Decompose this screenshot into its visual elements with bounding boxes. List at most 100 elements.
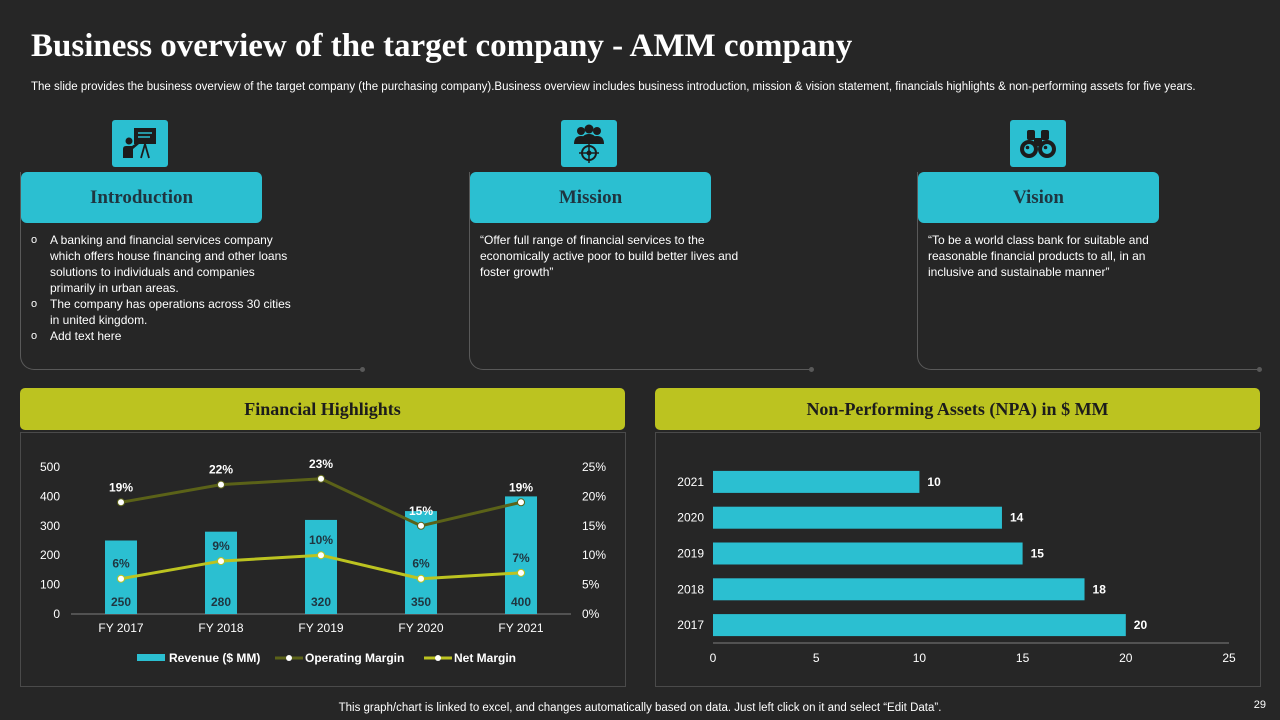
revenue-bar [205, 531, 237, 614]
net-margin-point [117, 574, 125, 583]
legend-net-margin-marker [435, 655, 441, 661]
x-tick-label: FY 2017 [98, 621, 143, 635]
financial-highlights-band: Financial Highlights [20, 388, 625, 430]
introduction-body: A banking and financial services company… [31, 232, 293, 344]
x-tick-label: FY 2018 [198, 621, 243, 635]
y-tick-label: 0 [53, 607, 60, 621]
y2-tick-label: 5% [582, 578, 600, 592]
npa-bar-label: 10 [927, 475, 941, 489]
y2-tick-label: 25% [582, 460, 606, 474]
operating-margin-point [517, 498, 525, 507]
vision-card: Vision “To be a world class bank for sui… [917, 172, 1262, 372]
y-tick-label: 200 [40, 548, 60, 562]
npa-bar [713, 578, 1085, 601]
x-tick-label: 25 [1222, 651, 1236, 665]
npa-bar-label: 18 [1093, 582, 1107, 596]
y-tick-label: 2019 [677, 547, 704, 561]
presentation-icon [112, 120, 168, 167]
page-title: Business overview of the target company … [31, 28, 853, 64]
introduction-card: Introduction A banking and financial ser… [20, 172, 365, 372]
operating-margin-point [217, 480, 225, 489]
npa-bar-label: 15 [1031, 547, 1045, 561]
binoculars-icon [1010, 120, 1066, 167]
y-tick-label: 500 [40, 460, 60, 474]
card-divider-dot [1257, 367, 1262, 372]
y-tick-label: 2018 [677, 582, 704, 596]
npa-bar-label: 14 [1010, 511, 1024, 525]
npa-chart[interactable]: 0 5 10 15 20 25 2021 10 2020 14 2019 15 2018 18 2017 20 [656, 433, 1262, 688]
y-tick-label: 400 [40, 489, 60, 503]
footer-note: This graph/chart is linked to excel, and… [338, 702, 942, 714]
y2-tick-label: 20% [582, 489, 606, 503]
net-margin-label: 7% [512, 551, 530, 565]
npa-bar [713, 542, 1023, 565]
x-tick-label: 0 [710, 651, 717, 665]
npa-bar-label: 20 [1134, 618, 1148, 632]
npa-bar [713, 614, 1126, 637]
legend-revenue-label: Revenue ($ MM) [169, 651, 260, 665]
net-margin-label: 9% [212, 539, 230, 553]
x-tick-label: 15 [1016, 651, 1030, 665]
net-margin-point [217, 557, 225, 566]
revenue-bar-label: 320 [311, 595, 331, 609]
operating-margin-point [417, 521, 425, 530]
introduction-bullet: A banking and financial services company… [31, 232, 293, 296]
y-tick-label: 300 [40, 519, 60, 533]
npa-chart-panel: 0 5 10 15 20 25 2021 10 2020 14 2019 15 2018 18 2017 20 [655, 432, 1261, 687]
page-number: 29 [1253, 699, 1266, 711]
operating-margin-label: 19% [509, 480, 533, 494]
net-margin-point [317, 551, 325, 560]
card-divider-dot [809, 367, 814, 372]
operating-margin-point [117, 498, 125, 507]
revenue-bar [305, 519, 337, 614]
introduction-bullet: The company has operations across 30 cit… [31, 296, 293, 328]
y2-tick-label: 10% [582, 548, 606, 562]
revenue-bar-label: 250 [111, 595, 131, 609]
card-divider-dot [360, 367, 365, 372]
operating-margin-label: 19% [109, 480, 133, 494]
x-tick-label: FY 2020 [398, 621, 443, 635]
page-subtitle: The slide provides the business overview… [31, 81, 1196, 93]
x-tick-label: FY 2019 [298, 621, 343, 635]
mission-text: “Offer full range of financial services … [480, 233, 739, 279]
mission-heading: Mission [470, 172, 711, 223]
financial-highlights-chart[interactable]: 0 100 200 300 400 500 0% 5% 10% 15% 20% 25% FY 2017 F… [21, 433, 627, 688]
revenue-bar [505, 496, 537, 614]
legend-revenue-swatch [137, 654, 165, 661]
revenue-bar-label: 400 [511, 595, 531, 609]
y-tick-label: 2021 [677, 475, 704, 489]
net-margin-label: 6% [112, 557, 130, 571]
legend-net-margin-label: Net Margin [454, 651, 516, 665]
y-tick-label: 2017 [677, 618, 704, 632]
operating-margin-line [120, 477, 522, 528]
legend-operating-margin-label: Operating Margin [305, 651, 404, 665]
introduction-heading: Introduction [21, 172, 262, 223]
y-tick-label: 2020 [677, 511, 704, 525]
net-margin-point [517, 568, 525, 577]
revenue-bar-label: 280 [211, 595, 231, 609]
team-target-icon [561, 120, 617, 167]
mission-card: Mission “Offer full range of financial s… [469, 172, 814, 372]
net-margin-label: 6% [412, 557, 430, 571]
revenue-bar-label: 350 [411, 595, 431, 609]
operating-margin-label: 15% [409, 504, 433, 518]
x-tick-label: 5 [813, 651, 820, 665]
x-tick-label: 20 [1119, 651, 1133, 665]
operating-margin-label: 23% [309, 457, 333, 471]
y2-tick-label: 15% [582, 519, 606, 533]
x-tick-label: FY 2021 [498, 621, 543, 635]
y2-tick-label: 0% [582, 607, 600, 621]
financial-chart-panel: 0 100 200 300 400 500 0% 5% 10% 15% 20% 25% FY 2017 F… [20, 432, 626, 687]
y-tick-label: 100 [40, 578, 60, 592]
npa-bar [713, 470, 920, 493]
x-tick-label: 10 [913, 651, 927, 665]
npa-band: Non-Performing Assets (NPA) in $ MM [655, 388, 1260, 430]
net-margin-label: 10% [309, 533, 333, 547]
net-margin-point [417, 574, 425, 583]
npa-bar [713, 506, 1002, 529]
vision-heading: Vision [918, 172, 1159, 223]
legend-operating-margin-marker [286, 655, 292, 661]
operating-margin-point [317, 474, 325, 483]
introduction-bullet: Add text here [31, 328, 293, 344]
operating-margin-label: 22% [209, 463, 233, 477]
